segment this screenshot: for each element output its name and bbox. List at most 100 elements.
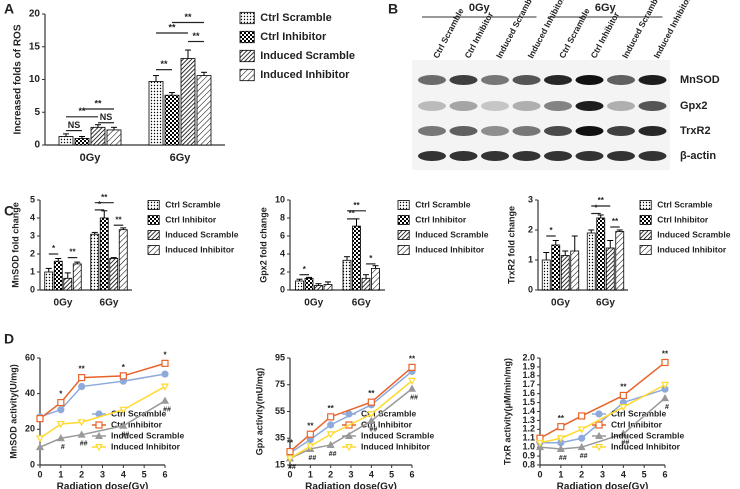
panel-letter: D: [4, 331, 14, 347]
bar: [99, 217, 109, 291]
significance-label: *: [59, 390, 63, 399]
blot-band: [481, 101, 509, 111]
legend-label: Ctrl Inhibitor: [165, 214, 217, 224]
y-tick-label: 60: [25, 352, 35, 362]
significance-label: #: [61, 444, 65, 451]
y-tick-label: 0: [528, 284, 533, 294]
y-tick-label: 5: [30, 194, 35, 204]
significance-label: **: [184, 12, 192, 22]
blot-band: [418, 75, 446, 85]
marker: [556, 444, 565, 452]
significance-label: **: [192, 31, 200, 41]
marker: [161, 370, 169, 378]
blot-band: [544, 101, 572, 111]
y-tick-label: 0.9: [522, 450, 535, 460]
bar: [118, 229, 128, 291]
marker: [119, 421, 128, 429]
x-tick-label: 4: [369, 469, 374, 479]
y-tick-label: 2.0: [522, 352, 535, 362]
legend-swatch: [397, 245, 410, 255]
y-tick-label: 1.8: [522, 370, 535, 380]
blot-lane-label: Ctrl Scramble: [431, 6, 466, 60]
legend-label: Induced Inhibitor: [611, 441, 681, 451]
significance-label: ##: [80, 441, 88, 448]
significance-label: #: [665, 404, 669, 411]
legend-swatch: [239, 30, 255, 44]
legend-label: Ctrl Scramble: [165, 199, 221, 209]
legend-label: Induced Inhibitor: [260, 69, 350, 81]
marker: [306, 443, 315, 451]
significance-label: *: [98, 200, 102, 209]
x-tick-label: 0Gy: [80, 152, 102, 164]
bar: [615, 231, 625, 291]
blot-band: [607, 75, 635, 85]
significance-label: **: [101, 193, 108, 202]
x-tick-label: 5: [389, 469, 394, 479]
panel-letter: C: [4, 203, 14, 219]
significance-label: ##: [369, 427, 377, 434]
marker: [345, 410, 353, 418]
x-tick-label: 4: [121, 469, 126, 479]
significance-label: **: [115, 215, 122, 224]
legend-label: Ctrl Inhibitor: [260, 31, 327, 43]
x-tick-label: 5: [142, 469, 147, 479]
significance-label: **: [160, 59, 168, 69]
y-tick-label: 0: [34, 140, 40, 151]
legend-label: Induced Scramble: [165, 229, 238, 239]
blot-band: [607, 151, 635, 161]
x-tick-label: 2: [328, 469, 333, 479]
panel-letter: A: [4, 1, 14, 17]
y-tick-label: 20: [25, 424, 35, 434]
marker: [367, 398, 375, 406]
legend-label: Ctrl Scramble: [260, 12, 332, 24]
y-tick-label: 1.6: [522, 388, 535, 398]
legend-swatch: [639, 200, 652, 210]
legend-swatch: [147, 245, 160, 255]
significance-label: ##: [288, 464, 296, 471]
marker: [577, 442, 586, 451]
legend-label: Induced Inhibitor: [415, 244, 485, 254]
x-tick-label: 0: [537, 469, 542, 479]
y-tick-label: 4: [30, 212, 35, 222]
y-tick-label: 1.1: [522, 433, 535, 443]
significance-label: **: [349, 209, 356, 218]
x-tick-label: 1: [308, 469, 313, 479]
marker: [594, 444, 604, 452]
x-tick-label: 1: [558, 469, 563, 479]
y-tick-label: 0: [280, 284, 285, 294]
legend-label: Ctrl Scramble: [415, 199, 471, 209]
x-tick-label: 2: [79, 469, 84, 479]
significance-label: ##: [410, 395, 418, 402]
bar: [361, 277, 371, 291]
marker: [327, 421, 335, 429]
blot-band: [512, 101, 541, 111]
legend-label: Induced Scramble: [111, 430, 184, 440]
y-tick-label: 1: [528, 254, 533, 264]
legend-swatch: [639, 245, 652, 255]
significance-label: **: [287, 439, 294, 448]
y-tick-label: 1.9: [522, 361, 535, 371]
y-tick-label: 0: [30, 459, 35, 469]
y-tick-label: 4: [280, 248, 285, 258]
y-tick-label: 2: [528, 224, 533, 234]
marker: [160, 383, 170, 391]
y-axis-label: TrxR2 fold change: [506, 206, 516, 284]
y-tick-label: 15: [275, 459, 285, 469]
marker: [160, 396, 170, 404]
y-tick-label: 55: [275, 406, 285, 416]
bar: [109, 258, 119, 291]
blot-row-label: Gpx2: [680, 100, 708, 112]
marker: [660, 393, 670, 402]
marker: [577, 426, 586, 434]
blot-band: [607, 101, 635, 111]
marker: [595, 410, 603, 418]
blot-band: [638, 126, 667, 136]
legend-label: Induced Inhibitor: [361, 441, 431, 451]
blot-row-label: MnSOD: [680, 74, 720, 86]
blot-row-label: TrxR2: [680, 125, 711, 137]
blot-band: [418, 126, 446, 136]
significance-label: ##: [621, 440, 629, 447]
x-tick-label: 0: [287, 469, 292, 479]
marker: [78, 382, 86, 391]
bar: [164, 94, 180, 146]
